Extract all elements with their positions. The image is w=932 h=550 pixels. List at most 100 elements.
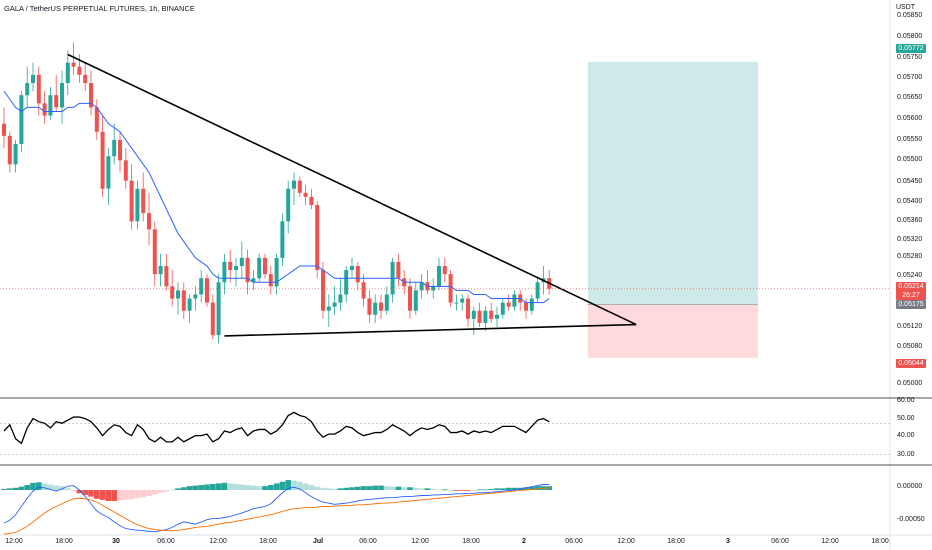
macd-histogram-bar xyxy=(59,486,65,490)
candle-body xyxy=(48,95,53,116)
candle-body xyxy=(454,302,459,304)
candle-body xyxy=(205,278,209,303)
macd-histogram-bar xyxy=(505,487,512,490)
price-tick-label: 0.05320 xyxy=(897,236,923,243)
candle-body xyxy=(123,160,128,181)
macd-pane xyxy=(1,480,552,535)
time-tick-label: 18:00 xyxy=(667,538,685,545)
candle-body xyxy=(529,298,534,311)
price-tick-label: 0.05750 xyxy=(897,54,923,61)
macd-histogram-bar xyxy=(436,489,442,491)
price-tick-label: 0.05550 xyxy=(897,136,923,143)
macd-histogram-bar xyxy=(401,487,407,490)
candle-body xyxy=(54,95,59,108)
macd-histogram-bar xyxy=(198,485,204,490)
candle-body xyxy=(100,131,105,189)
candle-body xyxy=(193,294,198,299)
macd-histogram-bar xyxy=(378,485,384,490)
candle-body xyxy=(112,139,117,157)
time-tick-label: 06:00 xyxy=(157,538,175,545)
macd-histogram-bar xyxy=(233,483,239,490)
macd-histogram-bar xyxy=(117,490,123,501)
candle-body xyxy=(442,266,447,275)
candle-body xyxy=(77,66,82,75)
candle-body xyxy=(36,74,41,104)
macd-histogram-bar xyxy=(314,486,320,490)
trendline xyxy=(224,323,637,337)
time-tick-label: 3 xyxy=(726,538,730,545)
macd-histogram-bar xyxy=(500,488,506,490)
candle-body xyxy=(361,282,366,299)
price-tick-label: 0.05800 xyxy=(897,33,923,40)
candle-body xyxy=(512,294,517,307)
target-price-tag: 0.05772 xyxy=(896,44,926,53)
rsi-pane xyxy=(0,411,890,455)
macd-histogram-bar xyxy=(320,487,326,490)
macd-histogram-bar xyxy=(337,488,344,490)
time-tick-label: 18:00 xyxy=(871,538,889,545)
time-tick-label: 12:00 xyxy=(209,538,227,545)
macd-histogram-bar xyxy=(453,490,460,491)
last-price-tag: 0.05214 26:27 xyxy=(896,282,926,300)
macd-histogram-bar xyxy=(99,490,106,500)
macd-histogram-bar xyxy=(30,482,36,490)
macd-histogram-bar xyxy=(111,490,117,501)
macd-histogram-bar xyxy=(308,485,315,490)
candle-body xyxy=(170,286,175,299)
macd-histogram-bar xyxy=(157,490,164,493)
macd-histogram-bar xyxy=(488,488,494,490)
time-tick-label: 06:00 xyxy=(771,538,789,545)
price-tick-label: 0.05650 xyxy=(897,94,923,101)
candle-body xyxy=(471,310,476,319)
macd-histogram-bar xyxy=(227,483,233,490)
time-tick-label: 18:00 xyxy=(462,538,480,545)
candle-body xyxy=(94,107,99,132)
macd-histogram-bar xyxy=(82,490,88,495)
candle-body xyxy=(355,266,360,283)
candle-body xyxy=(13,144,18,165)
macd-histogram-bar xyxy=(18,486,25,490)
macd-histogram-bar xyxy=(210,483,216,490)
macd-histogram-bar xyxy=(268,485,274,490)
last-price-value: 0.05214 xyxy=(898,283,924,290)
macd-histogram-bar xyxy=(297,481,303,490)
macd-histogram-bar xyxy=(273,483,280,490)
macd-histogram-bar xyxy=(523,487,529,490)
entry-price-tag: 0.05175 xyxy=(896,300,926,309)
macd-histogram-bar xyxy=(1,488,7,490)
time-tick-label: 12:00 xyxy=(5,538,23,545)
candle-body xyxy=(466,298,470,319)
candle-body xyxy=(309,196,314,205)
bar-countdown: 26:27 xyxy=(902,292,920,299)
price-tick-label: 0.05360 xyxy=(897,217,923,224)
macd-histogram-bar xyxy=(250,485,257,490)
price-tick-label: 0.05700 xyxy=(897,74,923,81)
symbol-title[interactable]: GALA / TetherUS PERPETUAL FUTURES, 1h, B… xyxy=(4,4,195,13)
candle-body xyxy=(350,266,354,271)
macd-histogram-bar xyxy=(360,486,367,490)
time-tick-label: 12:00 xyxy=(411,538,429,545)
macd-histogram-bar xyxy=(123,490,129,500)
candle-body xyxy=(373,302,378,315)
macd-histogram-bar xyxy=(511,487,518,490)
time-tick-label: 12:00 xyxy=(617,538,635,545)
price-tick-label: 0.05120 xyxy=(897,323,923,330)
candle-body xyxy=(118,139,122,161)
currency-label: USDT xyxy=(896,4,916,11)
macd-histogram-bar xyxy=(12,487,19,490)
macd-histogram-bar xyxy=(494,488,500,490)
candle-body xyxy=(437,266,441,287)
candle-body xyxy=(321,270,325,311)
candle-body xyxy=(181,290,186,311)
macd-histogram-bar xyxy=(447,490,454,491)
macd-histogram-bar xyxy=(186,486,193,490)
position-zones[interactable] xyxy=(587,61,758,358)
candle-body xyxy=(239,257,244,266)
macd-histogram-bar xyxy=(192,485,199,490)
price-tick-label: 0.05400 xyxy=(897,198,923,205)
signal-line xyxy=(3,487,550,535)
macd-histogram-bar xyxy=(343,487,349,490)
time-tick-label: 12:00 xyxy=(821,538,839,545)
macd-histogram-bar xyxy=(134,490,141,499)
